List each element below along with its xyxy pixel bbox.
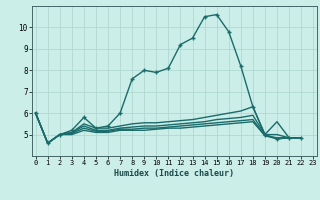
X-axis label: Humidex (Indice chaleur): Humidex (Indice chaleur) — [115, 169, 234, 178]
